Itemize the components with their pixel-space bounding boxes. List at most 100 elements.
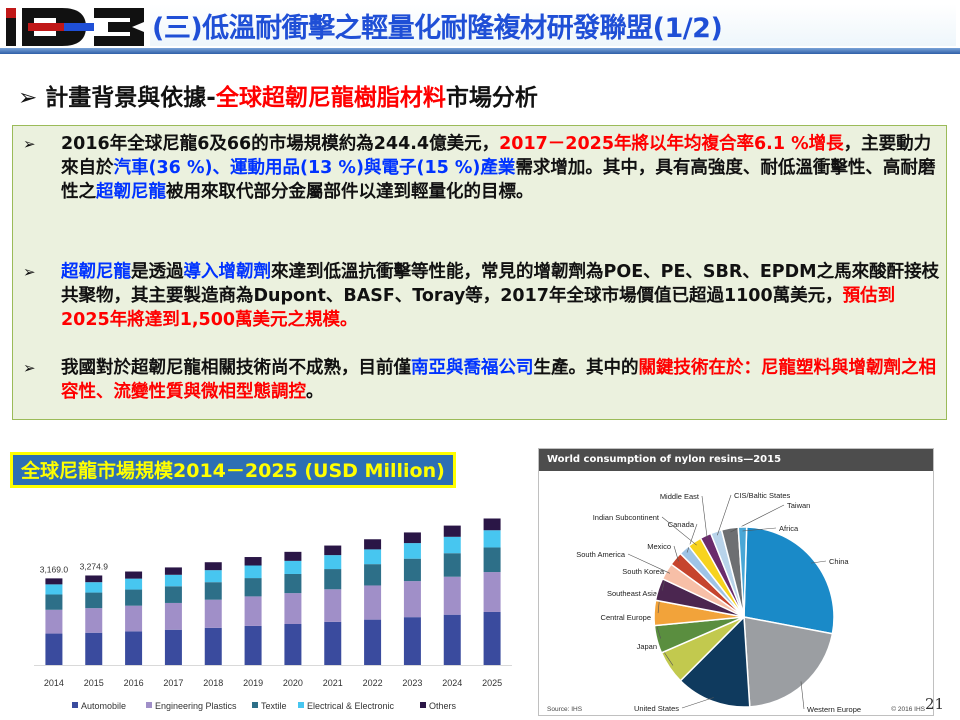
bar-segment xyxy=(244,578,262,597)
x-tick-label: 2025 xyxy=(482,678,502,688)
bar-segment xyxy=(204,582,222,600)
bar-segment xyxy=(164,586,182,603)
text-segment: 超韌尼龍 xyxy=(61,262,131,282)
leader-line xyxy=(673,545,679,562)
bar-segment xyxy=(443,614,461,665)
bar-segment xyxy=(85,632,103,665)
legend-label: Electrical & Electronic xyxy=(307,701,395,711)
pie-slice-label: Japan xyxy=(637,642,657,651)
bar-segment xyxy=(164,574,182,587)
bar-segment xyxy=(403,558,421,582)
x-tick-label: 2017 xyxy=(163,678,183,688)
bar-segment xyxy=(244,596,262,626)
leader-line xyxy=(681,697,714,709)
bar-segment xyxy=(244,565,262,579)
pie-slice-label: Western Europe xyxy=(807,705,861,714)
market-analysis-box: ➢ 2016年全球尼龍6及66的市場規模約為244.4億美元，2017－2025… xyxy=(12,125,947,420)
leader-line xyxy=(800,681,805,710)
bar-segment xyxy=(45,594,63,610)
legend-swatch xyxy=(72,702,78,708)
legend-swatch xyxy=(298,702,304,708)
bar-segment xyxy=(403,532,421,544)
bar-segment xyxy=(244,557,262,566)
bar-segment xyxy=(324,545,342,556)
x-tick-label: 2018 xyxy=(203,678,223,688)
leader-line xyxy=(742,527,777,532)
bullet-marker: ➢ xyxy=(23,135,36,153)
bar-segment xyxy=(483,530,501,548)
bar-segment xyxy=(443,576,461,615)
page-title: (三)低溫耐衝擊之輕量化耐隆複材研發聯盟(1/2) xyxy=(152,13,723,44)
bar-segment xyxy=(483,572,501,612)
pie-slice-label: United States xyxy=(634,704,679,713)
bar-segment xyxy=(364,539,382,550)
text-segment: ，主要動力來自於 xyxy=(61,134,932,178)
text-segment: 2016年全球尼龍6及66的市場規模約為244.4億美元， xyxy=(61,134,500,154)
pie-slice-label: CIS/Baltic States xyxy=(734,491,791,500)
text-segment: 是透過 xyxy=(131,262,184,282)
x-tick-label: 2023 xyxy=(402,678,422,688)
pie-slice-label: Central Europe xyxy=(601,613,651,622)
data-label: 3,169.0 xyxy=(40,564,69,574)
page-number: 21 xyxy=(925,695,945,713)
text-segment: 汽車(36 %)、運動用品(13 %)與電子(15 %)產業 xyxy=(113,158,516,178)
bar-segment xyxy=(483,518,501,531)
text-segment: 導入增韌劑 xyxy=(183,262,272,282)
bar-segment xyxy=(284,573,302,594)
text-segment: 我國對於超韌尼龍相關技術尚不成熟，目前僅 xyxy=(61,358,411,378)
x-tick-label: 2016 xyxy=(124,678,144,688)
pie-chart-title: World consumption of nylon resins—2015 xyxy=(539,449,933,471)
bar-segment xyxy=(324,569,342,590)
bullet-marker: ➢ xyxy=(23,359,36,377)
bar-segment xyxy=(45,609,63,634)
id3-logo xyxy=(6,8,144,46)
bullet-paragraph-2: ➢ 超韌尼龍是透過導入增韌劑來達到低溫抗衝擊等性能，常見的增韌劑為POE、PE、… xyxy=(23,260,943,332)
bar-segment xyxy=(85,608,103,633)
legend-swatch xyxy=(146,702,152,708)
subtitle-suffix: 市場分析 xyxy=(445,85,538,111)
pie-source: Source: IHS xyxy=(547,706,583,713)
legend-label: Others xyxy=(429,701,457,711)
text-segment: 。 xyxy=(306,382,324,402)
bar-segment xyxy=(443,536,461,554)
bullet-paragraph-3: ➢ 我國對於超韌尼龍相關技術尚不成熟，目前僅南亞與喬福公司生產。其中的關鍵技術在… xyxy=(23,356,943,404)
bar-segment xyxy=(324,621,342,665)
leader-line xyxy=(686,523,698,553)
legend-label: Engineering Plastics xyxy=(155,701,237,711)
nylon-consumption-pie-chart: China Western Europe United States Japan Cen… xyxy=(547,491,926,714)
subtitle-prefix: 計畫背景與依據- xyxy=(45,85,216,111)
x-tick-label: 2014 xyxy=(44,678,64,688)
bar-segment xyxy=(403,617,421,665)
legend-label: Textile xyxy=(261,701,287,711)
bar-segment xyxy=(244,625,262,665)
bullet-body: 超韌尼龍是透過導入增韌劑來達到低溫抗衝擊等性能，常見的增韌劑為POE、PE、SB… xyxy=(23,260,943,332)
text-segment: 關鍵技術在於：尼龍塑料與增韌劑之相容性、流變性質與微相型態調控 xyxy=(61,358,936,402)
bar-segment xyxy=(164,602,182,630)
legend-label: Automobile xyxy=(81,701,126,711)
bar-segment xyxy=(204,570,222,583)
pie-slice-label: Southeast Asia xyxy=(607,589,658,598)
bar-segment xyxy=(324,589,342,622)
legend-swatch xyxy=(252,702,258,708)
bar-segment xyxy=(45,584,63,595)
pie-slice-label: Mexico xyxy=(647,542,671,551)
pie-slice-label: Indian Subcontinent xyxy=(593,513,660,522)
pie-slice-label: Canada xyxy=(668,520,695,529)
pie-slice-label: Africa xyxy=(779,524,799,533)
nylon-market-bar-chart: 2014 3,169.0 2015 3,274.9 2016 2017 2018 2019 20… xyxy=(34,518,512,711)
text-segment: 超韌尼龍 xyxy=(96,182,166,202)
bar-segment xyxy=(85,582,103,593)
text-segment: 預估到2025年將達到1,500萬美元之規模。 xyxy=(61,286,896,330)
bar-segment xyxy=(364,585,382,620)
bar-segment xyxy=(125,571,143,579)
pie-slice xyxy=(737,526,748,618)
bullet-paragraph-1: ➢ 2016年全球尼龍6及66的市場規模約為244.4億美元，2017－2025… xyxy=(23,132,943,204)
x-tick-label: 2015 xyxy=(84,678,104,688)
bar-segment xyxy=(324,555,342,570)
pie-slice-label: Taiwan xyxy=(787,501,810,510)
bar-segment xyxy=(85,592,103,609)
bar-segment xyxy=(364,564,382,586)
bar-segment xyxy=(204,599,222,628)
x-tick-label: 2022 xyxy=(363,678,383,688)
section-subtitle: ➢ 計畫背景與依據-全球超韌尼龍樹脂材料市場分析 xyxy=(18,78,538,112)
